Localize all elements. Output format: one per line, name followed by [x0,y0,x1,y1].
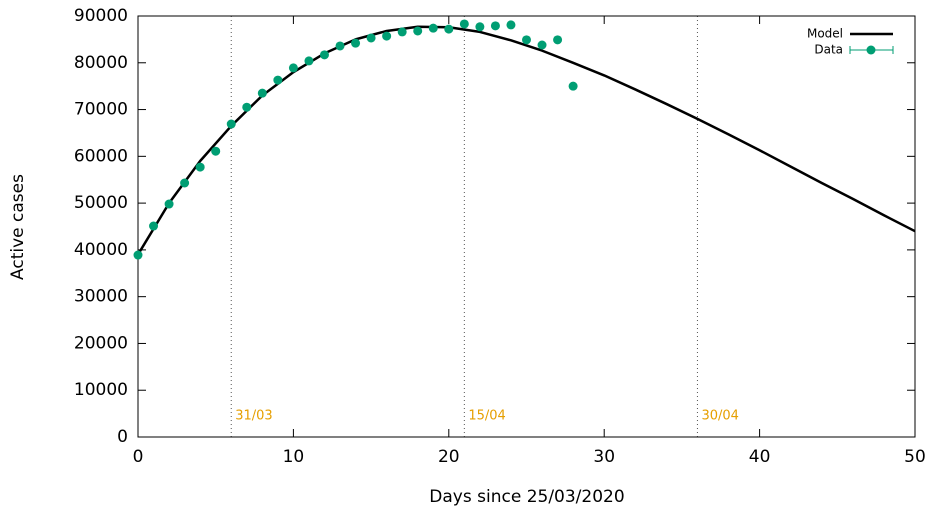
x-tick-label: 40 [749,447,771,467]
annotation-label: 30/04 [701,409,738,424]
y-tick-label: 50000 [74,193,128,213]
data-point [180,178,190,188]
data-point [382,31,392,41]
data-point [428,23,438,33]
data-point [319,50,329,60]
x-tick-label: 50 [904,447,926,467]
x-tick-label: 20 [438,447,460,467]
data-point [195,162,205,172]
y-tick-label: 30000 [74,287,128,307]
legend-swatch [866,45,876,55]
data-point [149,221,159,231]
data-point [351,38,361,48]
data-point [568,81,578,91]
y-tick-label: 70000 [74,100,128,120]
data-point [413,26,423,36]
data-point [211,146,221,156]
legend-label: Model [807,27,843,41]
annotation-label: 15/04 [468,409,505,424]
x-tick-label: 30 [593,447,615,467]
y-tick-label: 90000 [74,6,128,26]
data-point [522,35,531,45]
data-point [133,250,143,260]
y-tick-label: 0 [117,427,128,447]
y-tick-label: 80000 [74,53,128,73]
y-axis-label: Active cases [8,174,28,280]
legend-label: Data [814,43,843,57]
data-point [397,27,407,37]
y-tick-label: 20000 [74,333,128,353]
y-tick-label: 40000 [74,240,128,260]
annotation-label: 31/03 [235,409,272,424]
data-point [273,75,283,85]
y-tick-label: 60000 [74,146,128,166]
data-point [537,40,547,50]
data-point [490,21,500,31]
plot-frame [137,15,916,438]
data-point [257,88,267,98]
data-point [226,119,236,129]
data-point [335,41,345,51]
data-point [459,19,469,29]
data-point [304,56,314,66]
x-tick-label: 10 [283,447,305,467]
data-point [444,24,454,34]
data-point [506,20,516,30]
data-point [164,199,174,209]
data-point [475,22,485,32]
y-tick-label: 10000 [74,380,128,400]
model-line [136,25,916,256]
data-point [242,102,252,112]
data-point [366,33,376,43]
x-tick-label: 0 [133,447,144,467]
data-point [288,63,298,73]
x-axis-label: Days since 25/03/2020 [429,487,624,507]
data-point [553,35,563,45]
